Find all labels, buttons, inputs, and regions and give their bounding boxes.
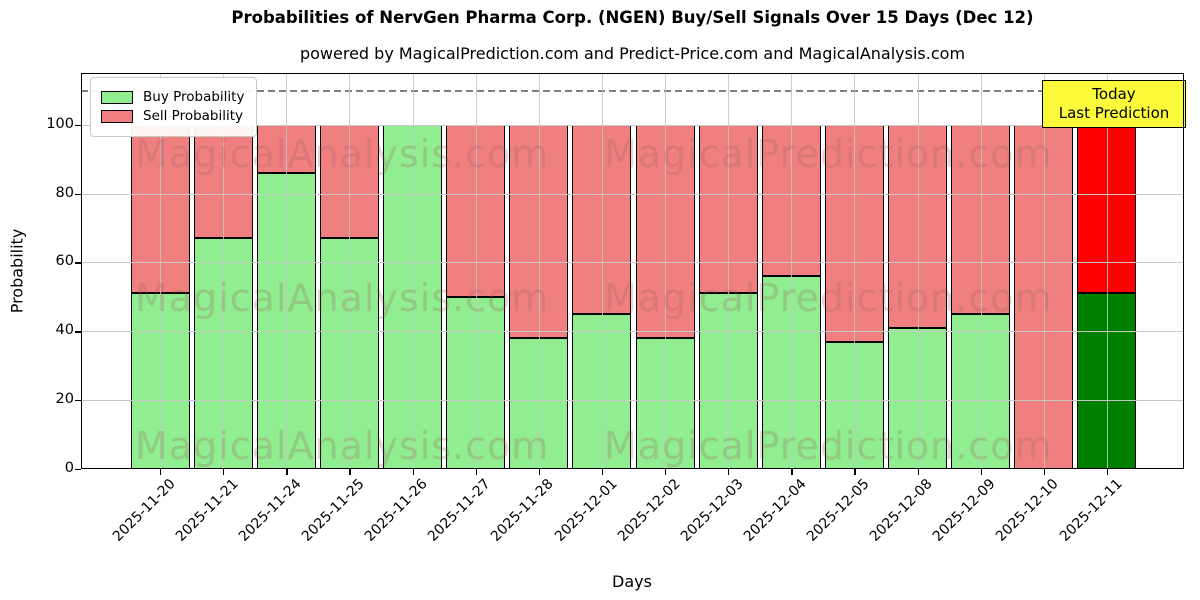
today-annotation: Today Last Prediction	[1042, 80, 1186, 128]
x-tick-mark	[223, 469, 225, 475]
chart-title: Probabilities of NervGen Pharma Corp. (N…	[231, 8, 1034, 27]
legend-sell-label: Sell Probability	[143, 108, 244, 124]
x-tick-mark	[980, 469, 982, 475]
x-tick-label: 2025-11-20	[109, 476, 179, 545]
h-gridline	[81, 262, 1184, 264]
v-gridline	[1043, 73, 1045, 469]
x-tick-label: 2025-12-10	[993, 476, 1063, 545]
x-tick-label: 2025-11-26	[361, 476, 431, 545]
y-tick-label: 80	[55, 184, 74, 201]
today-annotation-line2: Last Prediction	[1058, 104, 1170, 122]
v-gridline	[349, 73, 351, 469]
y-tick-mark	[75, 469, 81, 471]
y-tick-label: 100	[46, 115, 74, 132]
y-tick-mark	[75, 400, 81, 402]
x-tick-label: 2025-12-04	[740, 476, 810, 545]
y-tick-label: 20	[55, 391, 74, 408]
plot-area: Buy Probability Sell Probability Today L…	[81, 73, 1186, 469]
x-tick-mark	[665, 469, 667, 475]
legend-item-sell: Sell Probability	[101, 108, 244, 124]
x-tick-mark	[349, 469, 351, 475]
today-annotation-line1: Today	[1092, 85, 1136, 104]
x-axis-label: Days	[612, 572, 652, 591]
v-gridline	[665, 73, 667, 469]
legend-item-buy: Buy Probability	[101, 89, 244, 105]
y-tick-mark	[75, 262, 81, 264]
x-tick-mark	[728, 469, 730, 475]
x-tick-label: 2025-11-24	[235, 476, 305, 545]
x-tick-mark	[412, 469, 414, 475]
x-tick-label: 2025-11-27	[425, 476, 494, 545]
sell-swatch-icon	[101, 109, 133, 123]
v-gridline	[412, 73, 414, 469]
x-tick-label: 2025-12-05	[803, 476, 873, 545]
x-tick-label: 2025-12-01	[551, 476, 621, 545]
v-gridline	[728, 73, 730, 469]
x-tick-mark	[1106, 469, 1109, 475]
x-tick-label: 2025-12-02	[614, 476, 684, 545]
y-tick-label: 60	[55, 253, 74, 270]
x-tick-mark	[601, 469, 604, 475]
threshold-dashed-line	[81, 90, 1184, 92]
h-gridline	[81, 193, 1184, 195]
x-tick-label: 2025-11-25	[298, 476, 368, 545]
v-gridline	[980, 73, 982, 469]
x-tick-label: 2025-12-03	[677, 476, 747, 545]
h-gridline	[81, 400, 1184, 402]
h-gridline	[81, 331, 1184, 333]
y-axis-label: Probability	[7, 228, 27, 314]
x-tick-label: 2025-12-11	[1056, 476, 1126, 545]
y-tick-label: 0	[64, 460, 74, 476]
y-tick-mark	[75, 331, 81, 333]
x-tick-mark	[538, 469, 541, 475]
x-tick-mark	[286, 469, 288, 475]
x-tick-label: 2025-11-21	[172, 476, 242, 545]
legend: Buy Probability Sell Probability	[90, 77, 258, 137]
v-gridline	[791, 73, 793, 469]
x-tick-mark	[791, 469, 793, 475]
v-gridline	[1106, 73, 1108, 469]
x-tick-mark	[475, 469, 477, 475]
y-tick-mark	[75, 124, 81, 126]
v-gridline	[854, 73, 856, 469]
legend-buy-label: Buy Probability	[143, 89, 245, 105]
v-gridline	[223, 73, 225, 469]
x-tick-mark	[854, 469, 856, 475]
v-gridline	[601, 73, 603, 469]
v-gridline	[286, 73, 288, 469]
h-gridline	[81, 124, 1184, 126]
x-tick-mark	[160, 469, 162, 475]
x-tick-mark	[917, 469, 919, 475]
x-tick-mark	[1043, 469, 1046, 475]
v-gridline	[917, 73, 919, 469]
buy-swatch-icon	[101, 90, 133, 104]
x-tick-label: 2025-12-09	[930, 476, 1000, 545]
y-tick-mark	[75, 193, 81, 195]
v-gridline	[475, 73, 477, 469]
x-tick-label: 2025-12-08	[867, 476, 936, 545]
x-tick-label: 2025-11-28	[488, 476, 558, 545]
v-gridline	[160, 73, 161, 469]
chart-subtitle: powered by MagicalPrediction.com and Pre…	[299, 44, 966, 63]
y-tick-label: 40	[55, 322, 74, 339]
v-gridline	[538, 73, 540, 469]
